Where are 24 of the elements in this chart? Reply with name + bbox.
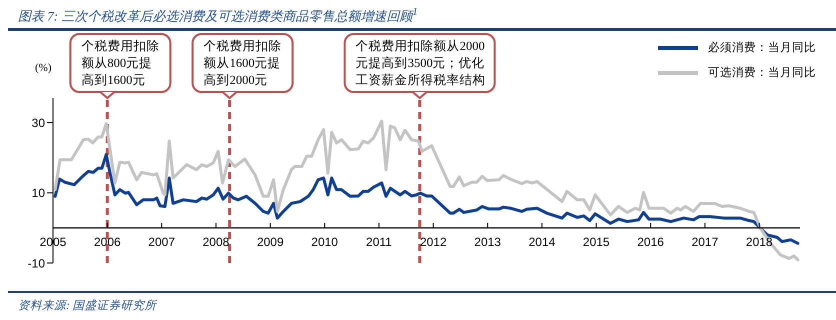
x-tick-label: 2017: [692, 234, 719, 249]
x-tick-label: 2012: [420, 234, 447, 249]
legend-label: 可选消费：当月同比: [708, 66, 816, 80]
x-tick-label: 2011: [366, 234, 392, 249]
x-tick-label: 2013: [474, 234, 502, 249]
x-tick-label: 2006: [94, 234, 121, 249]
y-tick-label: 10: [32, 186, 46, 200]
x-tick-label: 2014: [528, 234, 556, 249]
y-tick-label: -10: [28, 256, 46, 270]
x-tick-label: 2015: [582, 234, 610, 249]
ref-line-label: 个税费用扣除额从2000元提高到3500元；优化工资薪金所得税率结构: [356, 39, 486, 87]
x-tick-label: 2018: [746, 234, 773, 249]
legend-label: 必须消费：当月同比: [708, 40, 816, 55]
x-tick-label: 2009: [256, 234, 284, 249]
text: 资料来源: 国盛证券研究所: [18, 298, 157, 313]
y-axis-title: (%): [35, 62, 52, 74]
x-tick-label: 2016: [637, 234, 664, 249]
x-tick-label: 2007: [148, 234, 176, 249]
x-tick-label: 2008: [202, 234, 230, 249]
y-tick-label: 30: [32, 116, 46, 130]
chart-title: 图表 7: 三次个税改革后必选消费及可选消费类商品零售总额增速回顾$^{1}$: [18, 6, 418, 26]
x-tick-label: 2010: [311, 234, 338, 249]
ref-line-label: 个税费用扣除额从800元提高到1600元: [81, 39, 160, 87]
ref-line-label: 个税费用扣除额从1600元提高到2000元: [204, 39, 282, 87]
